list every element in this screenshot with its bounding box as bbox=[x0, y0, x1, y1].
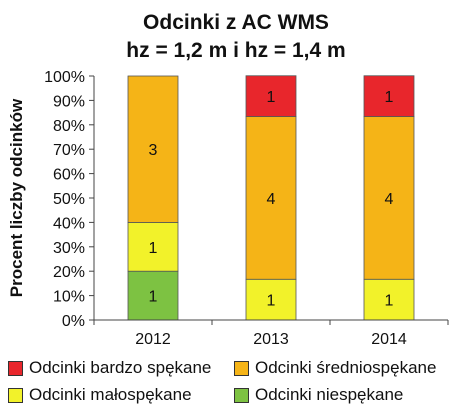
bar-segment bbox=[363, 116, 415, 280]
legend-swatch bbox=[234, 387, 249, 403]
y-tick-label: 90% bbox=[53, 93, 85, 110]
legend-label: Odcinki niespękane bbox=[255, 385, 404, 404]
y-tick-label: 70% bbox=[53, 142, 85, 159]
bar-segment bbox=[245, 278, 297, 321]
bar-segment bbox=[245, 75, 297, 117]
bar-segment bbox=[363, 75, 415, 117]
data-label: 1 bbox=[385, 293, 394, 310]
y-tick-label: 10% bbox=[53, 289, 85, 306]
data-label: 1 bbox=[267, 293, 276, 310]
legend-item: Odcinki bardzo spękane bbox=[8, 358, 211, 378]
bar-segment bbox=[363, 278, 415, 321]
y-tick-label: 20% bbox=[53, 264, 85, 281]
y-axis-label: Procent liczby odcinków bbox=[7, 98, 26, 297]
chart-title: Odcinki z AC WMS bbox=[143, 11, 329, 34]
bar-segment bbox=[127, 270, 179, 321]
data-label: 3 bbox=[149, 142, 158, 159]
y-tick-label: 30% bbox=[53, 240, 85, 257]
legend-item: Odcinki małospękane bbox=[8, 385, 192, 405]
data-label: 4 bbox=[267, 191, 276, 208]
x-tick-label: 2012 bbox=[135, 331, 171, 348]
data-label: 1 bbox=[149, 240, 158, 257]
legend-swatch bbox=[8, 360, 23, 376]
legend-label: Odcinki średniospękane bbox=[255, 358, 437, 377]
data-label: 1 bbox=[149, 289, 158, 306]
y-tick-label: 50% bbox=[53, 191, 85, 208]
y-tick-label: 40% bbox=[53, 215, 85, 232]
bar-segments bbox=[127, 75, 415, 321]
legend: Odcinki bardzo spękane Odcinki średniospę… bbox=[8, 356, 468, 410]
legend-label: Odcinki małospękane bbox=[29, 385, 192, 404]
y-tick-label: 60% bbox=[53, 167, 85, 184]
x-tick-label: 2014 bbox=[371, 331, 407, 348]
y-tick-label: 80% bbox=[53, 118, 85, 135]
axes bbox=[93, 76, 448, 321]
data-label: 1 bbox=[267, 89, 276, 106]
legend-swatch bbox=[8, 387, 23, 403]
bar-segment bbox=[127, 75, 179, 223]
x-tick-label: 2013 bbox=[253, 331, 289, 348]
legend-label: Odcinki bardzo spękane bbox=[29, 358, 212, 377]
y-tick-label: 100% bbox=[44, 69, 85, 86]
segment-labels: 1 1 3 1 4 1 1 4 1 bbox=[149, 89, 394, 309]
legend-item: Odcinki niespękane bbox=[234, 385, 403, 405]
x-axis-ticks: 2012 2013 2014 bbox=[93, 320, 449, 348]
bar-segment bbox=[127, 221, 179, 272]
y-axis-ticks: 0% 10% 20% 30% 40% 50% 60% 70% 80% 90% 100% bbox=[44, 69, 94, 330]
data-label: 4 bbox=[385, 191, 394, 208]
y-tick-label: 0% bbox=[62, 313, 85, 330]
bar-segment bbox=[245, 116, 297, 280]
data-label: 1 bbox=[385, 89, 394, 106]
chart-subtitle: hz = 1,2 m i hz = 1,4 m bbox=[126, 39, 346, 62]
legend-swatch bbox=[234, 360, 249, 376]
legend-item: Odcinki średniospękane bbox=[234, 358, 436, 378]
